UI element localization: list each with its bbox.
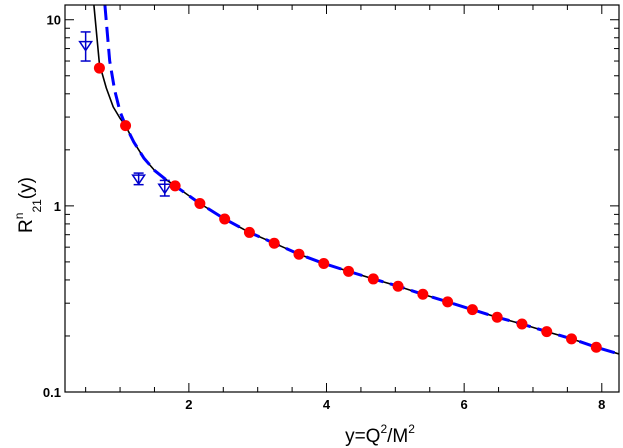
x-axis-label: y=Q2/M2 (345, 422, 415, 447)
data-point-circle (169, 180, 181, 192)
y-tick-label: 0.1 (43, 385, 61, 400)
x-tick-label: 6 (461, 397, 468, 412)
x-tick-label: 4 (323, 397, 331, 412)
data-point-circle (516, 318, 528, 330)
x-tick-label: 8 (598, 397, 605, 412)
plot-frame (64, 4, 620, 393)
data-point-circle (93, 62, 105, 74)
axis-ticks: 2 4 6 8 0.1 1 10 (43, 5, 619, 412)
y-axis-label: Rn21(y) (12, 177, 44, 233)
data-point-circle (243, 226, 255, 238)
data-point-circle (343, 265, 355, 277)
data-point-circle (219, 213, 231, 225)
y-tick-label: 10 (47, 13, 61, 28)
data-point-circle (120, 120, 132, 132)
data-point-circle (318, 258, 330, 270)
data-point-triangle (157, 183, 173, 195)
y-tick-label: 1 (54, 199, 61, 214)
data-point-circle (392, 280, 404, 292)
data-point-circle (268, 237, 280, 249)
data-point-circle (194, 197, 206, 209)
data-point-circle (367, 273, 379, 285)
data-point-circle (466, 304, 478, 316)
plot-content (78, 5, 619, 356)
data-point-circle (541, 326, 553, 338)
data-point-circle (442, 296, 454, 308)
x-tick-label: 2 (185, 397, 192, 412)
data-point-circle (417, 288, 429, 300)
data-point-triangle (78, 40, 94, 52)
data-point-circle (491, 311, 503, 323)
data-point-triangle (131, 174, 147, 186)
dashed-blue-curve (103, 5, 619, 356)
data-point-circle (590, 341, 602, 353)
solid-black-curve (93, 5, 619, 355)
data-point-circle (293, 248, 305, 260)
data-point-circle (566, 333, 578, 345)
plot-area (78, 5, 619, 356)
